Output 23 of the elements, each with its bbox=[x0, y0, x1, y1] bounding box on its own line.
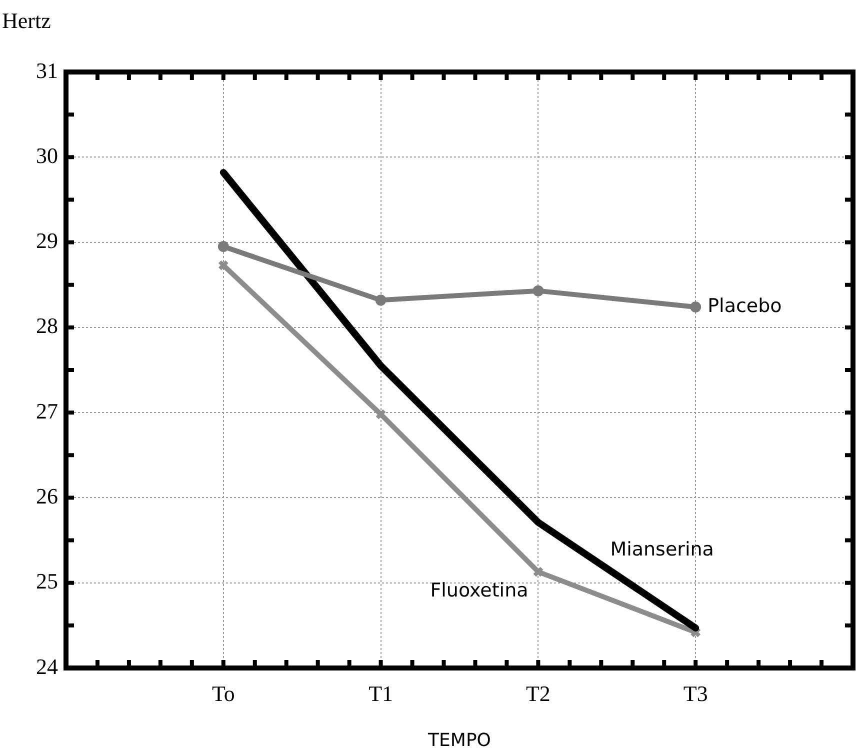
y-axis-title: Hertz bbox=[2, 8, 52, 33]
point bbox=[690, 301, 702, 312]
point bbox=[375, 408, 386, 420]
series-label: Fluoxetina bbox=[430, 580, 528, 602]
y-tick-label: 30 bbox=[36, 142, 58, 168]
series-label: Placebo bbox=[708, 294, 782, 317]
y-tick-label: 29 bbox=[36, 228, 58, 254]
x-tick-label: T3 bbox=[683, 680, 708, 706]
y-tick-label: 24 bbox=[36, 654, 58, 679]
y-tick-label: 27 bbox=[36, 398, 58, 424]
y-tick-label: 26 bbox=[36, 483, 58, 508]
point bbox=[375, 294, 386, 306]
y-tick-label: 31 bbox=[36, 58, 58, 83]
x-tick-label: T1 bbox=[368, 680, 394, 706]
y-tick-label: 28 bbox=[36, 313, 58, 338]
x-tick-label: To bbox=[212, 680, 235, 706]
point bbox=[532, 285, 544, 296]
point bbox=[532, 566, 544, 578]
point bbox=[218, 241, 229, 252]
x-tick-label: T2 bbox=[526, 680, 550, 706]
y-tick-label: 25 bbox=[36, 568, 58, 594]
x-axis-title: TEMPO bbox=[427, 730, 491, 751]
series-label: Mianserina bbox=[610, 538, 714, 560]
